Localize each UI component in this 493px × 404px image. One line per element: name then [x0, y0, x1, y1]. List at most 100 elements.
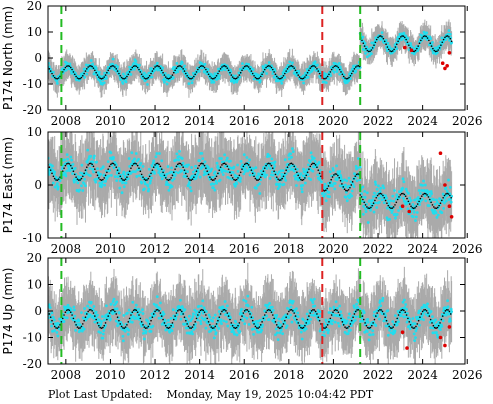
rapid-point — [402, 45, 407, 50]
fit-point — [199, 163, 202, 165]
position-point — [333, 182, 337, 185]
fit-point — [345, 77, 348, 80]
position-point — [445, 189, 449, 193]
fit-point — [107, 69, 110, 72]
position-point — [60, 167, 64, 171]
fit-point — [122, 77, 124, 80]
fit-point — [261, 73, 263, 76]
rapid-point — [443, 66, 447, 71]
position-point — [273, 164, 276, 168]
fit-point — [94, 69, 96, 72]
fit-point — [76, 178, 79, 180]
fit-point — [189, 77, 191, 80]
fit-point — [179, 65, 182, 67]
fit-point — [114, 66, 116, 68]
position-point — [315, 63, 319, 67]
position-point — [166, 165, 170, 168]
position-point — [92, 156, 96, 160]
fit-point — [115, 166, 118, 169]
fit-point — [434, 50, 437, 53]
fit-point — [369, 50, 371, 53]
fit-point — [68, 163, 71, 165]
position-point — [332, 70, 336, 74]
fit-point — [111, 162, 114, 165]
fit-point — [399, 36, 402, 38]
x-tick-label: 2016 — [229, 242, 260, 256]
position-point — [372, 210, 376, 214]
fit-point — [64, 66, 67, 69]
position-point — [100, 182, 104, 186]
x-tick-label: 2024 — [407, 114, 438, 128]
fit-point — [100, 179, 103, 182]
position-point — [155, 152, 159, 155]
fit-point — [158, 163, 160, 166]
position-point — [183, 67, 187, 71]
fit-point — [211, 77, 214, 80]
fit-point — [214, 177, 217, 180]
position-point — [350, 194, 354, 198]
fit-point — [374, 41, 377, 44]
position-point — [235, 174, 239, 178]
fit-point — [116, 70, 119, 72]
fit-point — [207, 73, 210, 76]
position-point — [279, 169, 283, 173]
position-point — [421, 183, 425, 187]
position-point — [86, 148, 90, 152]
fit-point — [302, 77, 305, 80]
position-point — [48, 172, 51, 176]
position-point — [343, 178, 346, 182]
position-point — [268, 177, 272, 180]
position-point — [99, 172, 103, 176]
fit-point — [330, 178, 333, 181]
position-point — [111, 62, 115, 66]
position-point — [187, 82, 191, 86]
position-point — [52, 173, 56, 177]
fit-point — [233, 77, 235, 80]
fit-point — [186, 74, 188, 77]
fit-point — [155, 162, 158, 165]
fit-point — [325, 189, 327, 192]
fit-point — [309, 165, 312, 168]
fit-point — [395, 201, 398, 204]
position-point — [109, 151, 113, 155]
fit-point — [104, 174, 107, 177]
position-point — [425, 31, 429, 35]
fit-point — [90, 162, 92, 165]
position-point — [270, 170, 274, 174]
position-point — [297, 72, 301, 75]
fit-point — [186, 175, 188, 178]
position-point — [392, 199, 396, 203]
fit-point — [221, 66, 223, 68]
fit-point — [235, 77, 238, 80]
position-point — [141, 165, 145, 168]
fit-point — [337, 66, 340, 69]
fit-point — [48, 166, 51, 169]
position-point — [355, 179, 359, 183]
position-point — [92, 170, 95, 174]
fit-point — [229, 171, 231, 174]
fit-point — [314, 66, 317, 68]
fit-point — [53, 177, 56, 180]
position-point — [241, 62, 244, 66]
position-point — [387, 202, 391, 206]
fit-point — [65, 163, 68, 165]
fit-point — [202, 65, 205, 68]
position-point — [424, 199, 428, 203]
fit-point — [51, 72, 53, 75]
position-point — [152, 159, 156, 163]
fit-point — [191, 178, 194, 180]
position-point — [394, 216, 397, 220]
fit-point — [305, 74, 308, 76]
position-point — [358, 178, 362, 182]
fit-point — [80, 76, 83, 79]
position-point — [121, 82, 125, 85]
position-point — [450, 41, 454, 45]
position-point — [147, 167, 151, 171]
fit-point — [297, 74, 300, 76]
fit-point — [408, 203, 411, 205]
position-point — [163, 72, 167, 75]
fit-point — [398, 37, 401, 40]
fit-point — [222, 65, 225, 67]
fit-point — [436, 206, 439, 209]
rapid-point — [407, 209, 412, 214]
